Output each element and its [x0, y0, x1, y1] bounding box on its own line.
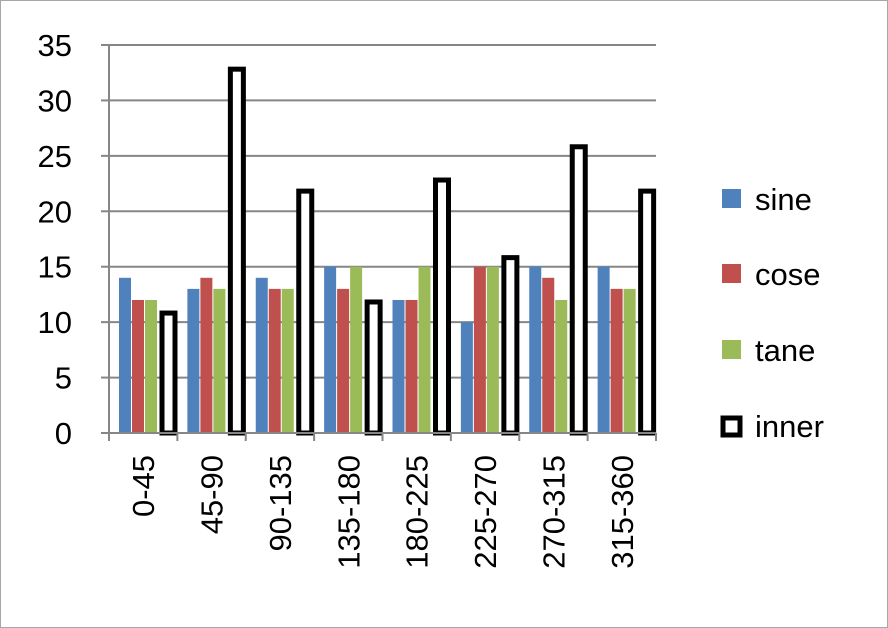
x-tick-label: 315-360: [605, 455, 640, 569]
bar-inner: [296, 188, 315, 436]
y-tick-label: 30: [38, 83, 72, 118]
y-tick-label: 25: [38, 139, 72, 174]
x-tick-label: 180-225: [400, 455, 435, 569]
bar-tane: [555, 299, 568, 433]
bar-tane: [486, 266, 499, 433]
bar-tane: [281, 288, 294, 433]
legend-swatch-cose: [722, 264, 741, 283]
bar-cose: [542, 277, 555, 433]
bar-sine: [460, 322, 473, 433]
bar-sine: [392, 299, 405, 433]
y-tick-label: 20: [38, 194, 72, 229]
bar-inner: [501, 255, 520, 436]
y-axis-tick-labels: 0 5 10 15 20 25 30 35: [38, 28, 72, 451]
legend-label-tane: tane: [755, 333, 815, 368]
axes: [101, 44, 657, 441]
bar-sine: [597, 266, 610, 433]
bar-tane: [418, 266, 431, 433]
y-tick-label: 15: [38, 250, 72, 285]
bar-cose: [405, 299, 418, 433]
x-tick-label: 225-270: [468, 455, 503, 569]
legend-label-cose: cose: [755, 257, 820, 292]
bar-sine: [119, 277, 131, 433]
y-tick-label: 0: [55, 416, 72, 451]
bar-inner: [638, 188, 657, 436]
x-tick-label: 45-90: [195, 455, 230, 534]
bar-cose: [610, 288, 623, 433]
bar-cose: [200, 277, 213, 433]
bar-tane: [145, 299, 157, 433]
y-tick-label: 10: [38, 305, 72, 340]
x-tick-label: 0-45: [126, 455, 161, 517]
bar-tane: [623, 288, 636, 433]
bar-inner: [569, 144, 588, 436]
bar-cose: [473, 266, 486, 433]
x-axis-tick-labels: 0-45 45-90 90-135 135-180 180-225 225-270 270-…: [126, 455, 640, 569]
bar-tane: [350, 266, 363, 433]
x-tick-label: 135-180: [331, 455, 366, 569]
legend-swatch-tane: [722, 340, 741, 359]
bar-cose: [132, 299, 144, 433]
legend-label-inner: inner: [755, 409, 824, 444]
bar-sine: [324, 266, 337, 433]
bar-sine: [187, 288, 200, 433]
legend: sine cose tane inner: [720, 182, 824, 444]
legend-swatch-sine: [722, 189, 741, 208]
bar-inner: [159, 310, 178, 436]
legend-swatch-inner: [720, 415, 743, 438]
bar-inner: [433, 177, 451, 436]
x-tick-label: 90-135: [263, 455, 298, 552]
y-tick-label: 35: [38, 28, 72, 63]
bar-inner: [227, 66, 246, 436]
bar-cose: [268, 288, 281, 433]
legend-label-sine: sine: [755, 182, 812, 217]
bar-inner: [364, 299, 383, 436]
y-tick-label: 5: [55, 361, 72, 396]
bar-sine: [255, 277, 268, 433]
x-tick-label: 270-315: [536, 455, 571, 569]
bar-cose: [337, 288, 350, 433]
bar-tane: [213, 288, 226, 433]
bar-sine: [529, 266, 542, 433]
